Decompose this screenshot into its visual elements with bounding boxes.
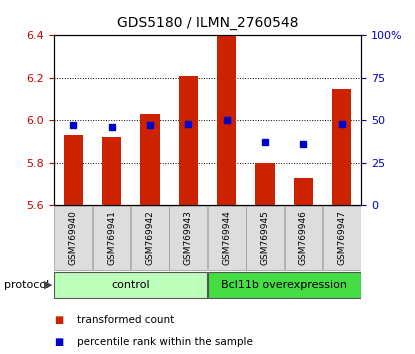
Bar <box>102 137 121 205</box>
Text: GSM769947: GSM769947 <box>337 211 347 266</box>
Bar <box>256 163 275 205</box>
Text: GDS5180 / ILMN_2760548: GDS5180 / ILMN_2760548 <box>117 16 298 30</box>
Bar <box>332 88 352 205</box>
Text: GSM769942: GSM769942 <box>145 211 154 265</box>
Text: Bcl11b overexpression: Bcl11b overexpression <box>221 280 347 290</box>
Text: control: control <box>111 280 150 290</box>
Text: ■: ■ <box>54 315 63 325</box>
Text: GSM769945: GSM769945 <box>261 211 270 266</box>
Bar <box>285 206 322 270</box>
Text: GSM769943: GSM769943 <box>184 211 193 266</box>
Text: ■: ■ <box>54 337 63 347</box>
Text: percentile rank within the sample: percentile rank within the sample <box>77 337 253 347</box>
Bar <box>179 76 198 205</box>
Bar <box>169 206 207 270</box>
Text: GSM769941: GSM769941 <box>107 211 116 266</box>
Text: GSM769940: GSM769940 <box>68 211 78 266</box>
Bar <box>208 272 361 298</box>
Bar <box>63 135 83 205</box>
Text: GSM769944: GSM769944 <box>222 211 231 265</box>
Bar <box>93 206 130 270</box>
Text: ▶: ▶ <box>44 280 52 290</box>
Bar <box>140 114 159 205</box>
Bar <box>323 206 361 270</box>
Bar <box>208 206 246 270</box>
Text: transformed count: transformed count <box>77 315 174 325</box>
Bar <box>246 206 284 270</box>
Bar <box>294 178 313 205</box>
Bar <box>131 206 169 270</box>
Text: GSM769946: GSM769946 <box>299 211 308 266</box>
Bar <box>54 206 92 270</box>
Bar <box>54 272 207 298</box>
Text: protocol: protocol <box>4 280 49 290</box>
Bar <box>217 35 236 205</box>
